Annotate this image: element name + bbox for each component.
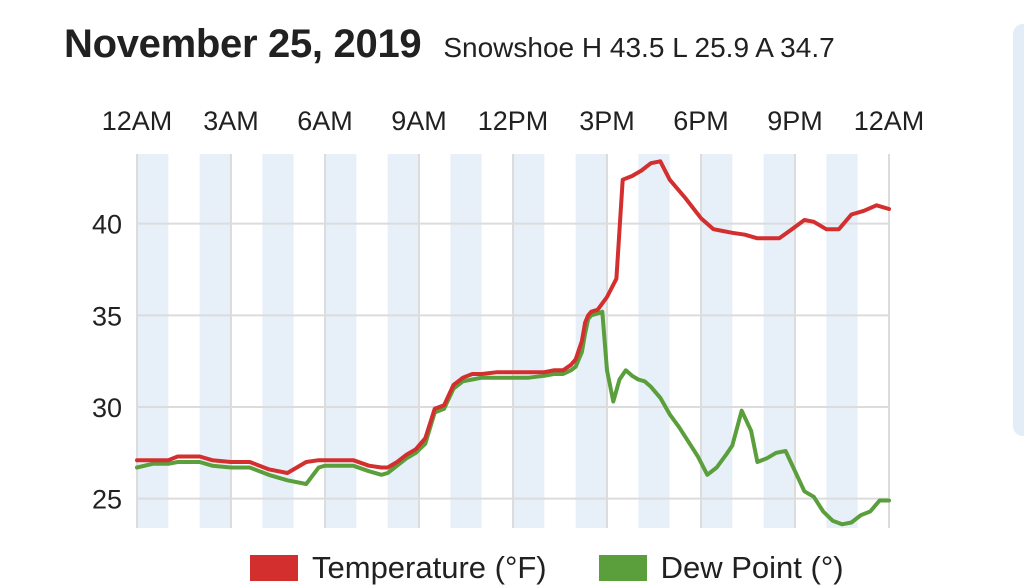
y-tick-label: 25 xyxy=(92,485,122,515)
station-name: Snowshoe xyxy=(443,32,575,63)
hour-band xyxy=(450,154,482,528)
hour-band xyxy=(638,154,670,528)
legend-label-temperature: Temperature (°F) xyxy=(312,550,547,585)
low-label: L xyxy=(672,32,687,63)
x-tick-label: 9AM xyxy=(391,106,447,136)
x-tick-label: 12AM xyxy=(854,106,925,136)
low-value: 25.9 xyxy=(694,32,750,63)
x-tick-label: 3PM xyxy=(579,106,635,136)
x-tick-label: 12AM xyxy=(102,106,173,136)
legend-swatch-dew-point xyxy=(598,555,647,581)
x-tick-label: 3AM xyxy=(203,106,259,136)
hour-band xyxy=(826,154,858,528)
y-tick-label: 30 xyxy=(92,393,122,423)
hour-band xyxy=(325,154,357,528)
high-label: H xyxy=(581,32,603,63)
y-tick-label: 40 xyxy=(92,210,122,240)
legend-item-temperature[interactable]: Temperature (°F) xyxy=(250,550,547,586)
chart-header: November 25, 2019 Snowshoe H 43.5 L 25.9… xyxy=(64,22,835,78)
x-tick-labels: 12AM 3AM 6AM 9AM 12PM 3PM 6PM 9PM 12AM xyxy=(102,106,925,136)
date-title: November 25, 2019 xyxy=(64,22,422,66)
y-tick-labels: 25 30 35 40 xyxy=(92,210,122,515)
chart-legend: Temperature (°F) Dew Point (°) xyxy=(250,548,896,588)
avg-label: A xyxy=(755,32,773,63)
x-tick-label: 6AM xyxy=(297,106,353,136)
x-tick-label: 9PM xyxy=(767,106,823,136)
avg-value: 34.7 xyxy=(780,32,835,63)
hour-band xyxy=(199,154,231,528)
legend-item-dew-point[interactable]: Dew Point (°) xyxy=(598,550,844,586)
side-drawer-handle[interactable] xyxy=(1013,24,1024,436)
high-value: 43.5 xyxy=(609,32,665,63)
legend-swatch-temperature xyxy=(250,555,298,581)
hour-band xyxy=(763,154,795,528)
x-tick-label: 6PM xyxy=(673,106,729,136)
hour-band xyxy=(262,154,294,528)
line-temperature-f xyxy=(135,159,891,475)
hour-band xyxy=(513,154,545,528)
y-tick-label: 35 xyxy=(92,301,122,331)
legend-label-dew-point: Dew Point (°) xyxy=(660,550,844,585)
series-lines xyxy=(135,159,891,527)
hour-band xyxy=(137,154,169,528)
grid-lines xyxy=(136,154,890,528)
station-summary: Snowshoe H 43.5 L 25.9 A 34.7 xyxy=(443,32,834,64)
time-bands xyxy=(137,154,858,528)
x-tick-label: 12PM xyxy=(478,106,549,136)
